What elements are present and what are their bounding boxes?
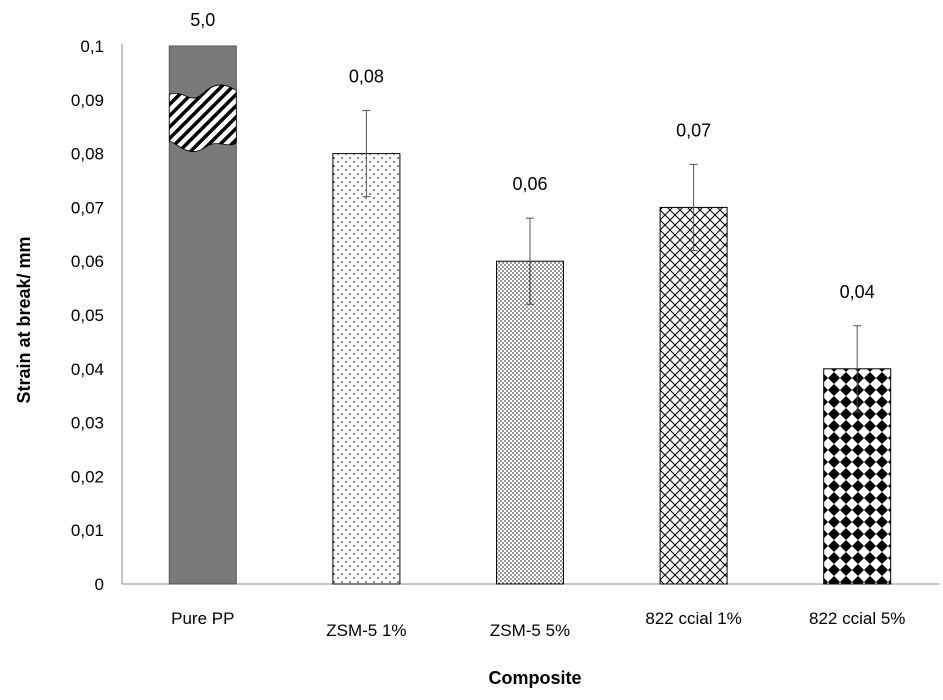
bars-group: 5,0 0,08 0,06 0,07 0,04 — [168, 10, 892, 585]
y-tick-label: 0,1 — [80, 37, 104, 56]
y-tick-label: 0,03 — [71, 414, 104, 433]
y-axis-title: Strain at break/ mm — [14, 236, 34, 403]
y-tick-label: 0,08 — [71, 145, 104, 164]
y-tick-label: 0,02 — [71, 467, 104, 486]
y-axis: 0 0,01 0,02 0,03 0,04 0,05 0,06 0,07 0,08 0,09 0,1 — [71, 37, 123, 594]
x-tick-label: 822 ccial 1% — [645, 609, 741, 628]
y-tick-label: 0,04 — [71, 360, 104, 379]
y-tick-label: 0,07 — [71, 198, 104, 217]
x-tick-label: ZSM-5 5% — [490, 621, 570, 640]
x-tick-label: ZSM-5 1% — [326, 621, 406, 640]
data-label: 5,0 — [190, 10, 215, 30]
data-label: 0,08 — [349, 67, 384, 87]
data-label: 0,06 — [512, 174, 547, 194]
bar-zsm-5-5- — [496, 260, 564, 585]
y-tick-label: 0,09 — [71, 91, 104, 110]
x-axis: Pure PP ZSM-5 1% ZSM-5 5% 822 ccial 1% 822 c… — [122, 583, 940, 640]
y-tick-label: 0,01 — [71, 521, 104, 540]
y-tick-label: 0,05 — [71, 306, 104, 325]
x-axis-title: Composite — [488, 668, 581, 688]
bar-822-ccial-1- — [659, 206, 728, 585]
data-label: 0,04 — [840, 282, 875, 302]
data-label: 0,07 — [676, 120, 711, 140]
y-tick-label: 0 — [95, 575, 104, 594]
axis-break-marker — [168, 84, 237, 152]
x-tick-label: 822 ccial 5% — [809, 609, 905, 628]
x-tick-label: Pure PP — [171, 609, 234, 628]
bar-zsm-5-1- — [332, 153, 401, 585]
y-tick-label: 0,06 — [71, 252, 104, 271]
